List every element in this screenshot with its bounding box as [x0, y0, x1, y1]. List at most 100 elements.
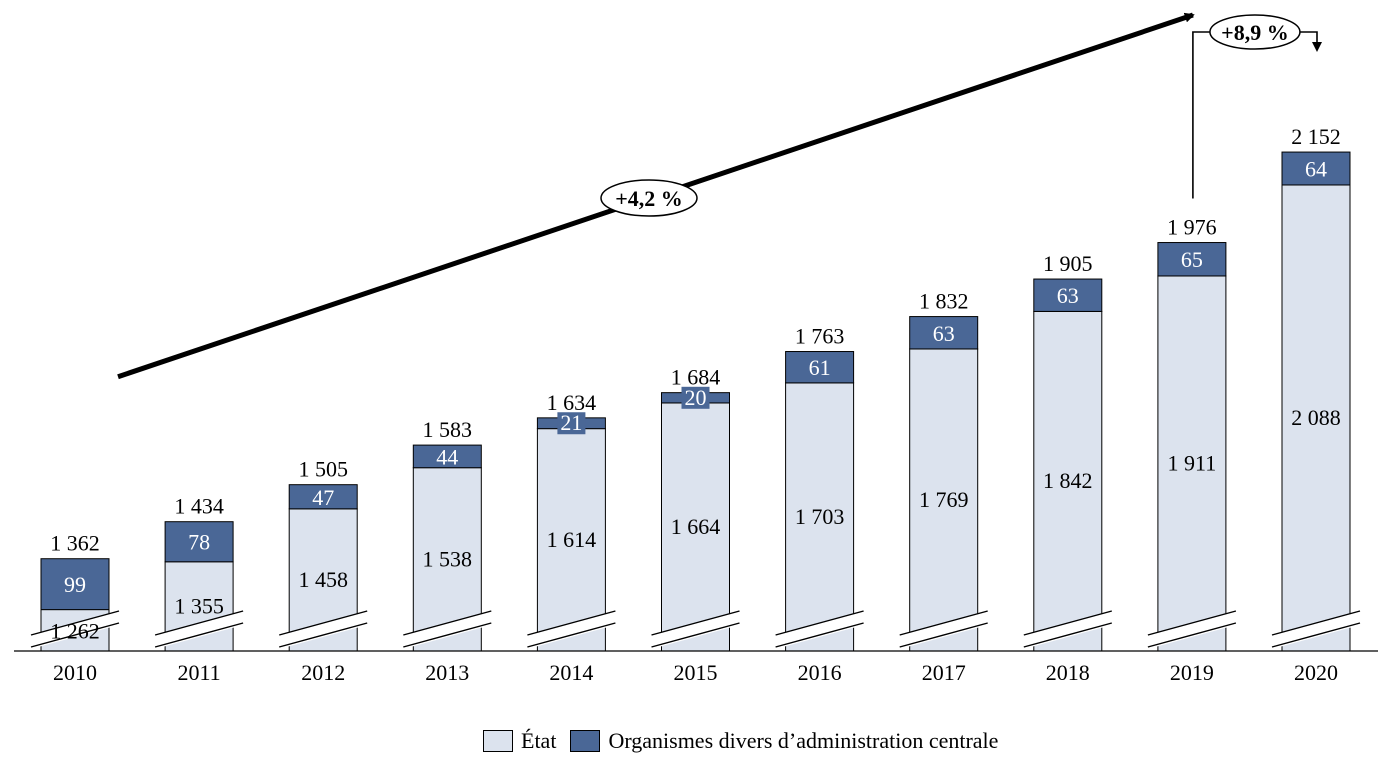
- data-label-etat: 1 262: [50, 619, 100, 644]
- data-label-etat: 1 769: [919, 487, 969, 512]
- bar-segment-etat: [1157, 275, 1227, 652]
- axis-break-mark: [403, 610, 492, 636]
- x-tick-label: 2010: [53, 660, 97, 685]
- annotation-label: +4,2 %: [615, 186, 683, 211]
- axis-break-mask: [775, 611, 864, 649]
- data-label-total: 1 832: [919, 289, 969, 314]
- data-label-total: 1 905: [1043, 251, 1093, 276]
- bars-layer: 1 262 99 1 362 1 355 78 1 434 1 458 47 1 505 1 53…: [30, 124, 1361, 652]
- data-label-odac: 78: [188, 530, 210, 555]
- axis-break-mask: [527, 611, 616, 649]
- data-label-etat: 1 911: [1168, 450, 1217, 475]
- data-label-total: 2 152: [1291, 124, 1341, 149]
- legend-label-odac: Organismes divers d’administration centr…: [608, 728, 999, 753]
- bar-segment-etat: [536, 428, 606, 652]
- axis-break-mark: [899, 622, 988, 648]
- axis-break-mark: [154, 622, 244, 648]
- data-label-total: 1 362: [50, 531, 100, 556]
- axis-break-mask: [1147, 611, 1236, 649]
- axis-break-mask: [31, 611, 119, 649]
- data-label-etat: 1 664: [671, 514, 721, 539]
- data-label-odac-box: [681, 386, 710, 409]
- x-tick-label: 2014: [549, 660, 593, 685]
- data-label-total: 1 976: [1167, 215, 1217, 240]
- axis-break-mark: [1147, 622, 1237, 648]
- legend-item-odac: Organismes divers d’administration centr…: [570, 728, 998, 754]
- legend-label-etat: État: [521, 728, 557, 753]
- axis-break-mark: [1023, 610, 1112, 636]
- axis-break-mask: [1023, 611, 1112, 649]
- x-tick-label: 2015: [674, 660, 718, 685]
- axis-break-mask: [651, 611, 740, 649]
- axis-break-mark: [279, 610, 368, 636]
- growth-annotations: +4,2 % +8,9 %: [117, 12, 1322, 380]
- bar-group: 1 538 441 583: [403, 417, 492, 652]
- data-label-etat: 1 842: [1043, 468, 1093, 493]
- x-tick-label: 2011: [178, 660, 221, 685]
- data-label-odac-box: [557, 412, 586, 435]
- data-label-etat: 1 614: [547, 527, 597, 552]
- bar-segment-odac: [288, 484, 358, 510]
- data-label-odac: 44: [436, 444, 458, 469]
- data-label-odac: 63: [933, 321, 955, 346]
- bar-group: 1 769 63 1 832: [899, 289, 988, 652]
- data-label-odac: 21: [560, 410, 582, 435]
- x-tick-label: 2017: [922, 660, 966, 685]
- data-label-odac: 47: [312, 485, 334, 510]
- axis-break-mark: [1271, 622, 1361, 648]
- bar-group: 1 355 78 1 434: [154, 494, 244, 652]
- bar-group: 1 262 99 1 362: [30, 531, 120, 652]
- data-label-total: 1 583: [423, 417, 473, 442]
- annotation-bubble: [600, 179, 698, 217]
- bar-segment-etat: [661, 402, 730, 652]
- data-label-etat: 1 703: [795, 504, 845, 529]
- axis-break-mark: [279, 622, 368, 648]
- bar-segment-odac: [1281, 151, 1351, 186]
- axis-break-mark: [30, 622, 120, 648]
- data-label-total: 1 634: [547, 390, 597, 415]
- x-tick-label: 2018: [1046, 660, 1090, 685]
- data-label-total: 1 763: [795, 324, 845, 349]
- x-tick-label: 2016: [798, 660, 842, 685]
- data-label-odac: 61: [809, 355, 831, 380]
- bar-segment-etat: [909, 348, 979, 652]
- bar-segment-odac: [785, 351, 855, 384]
- legend-swatch-odac: [570, 730, 601, 752]
- axis-break-mark: [1147, 610, 1237, 636]
- axis-break-mark: [1271, 610, 1361, 636]
- bar-segment-odac: [164, 521, 234, 563]
- axis-break-mask: [403, 611, 492, 649]
- data-label-total: 1 684: [671, 365, 721, 390]
- data-label-odac: 65: [1181, 247, 1203, 272]
- bar-group: 1 614 211 634: [527, 390, 616, 652]
- axis-break-mark: [651, 610, 740, 636]
- x-tick-label: 2019: [1170, 660, 1214, 685]
- data-label-odac: 63: [1057, 283, 1079, 308]
- data-label-etat: 1 355: [174, 593, 224, 618]
- x-tick-label: 2020: [1294, 660, 1338, 685]
- bar-segment-odac: [909, 316, 979, 350]
- bar-segment-odac: [40, 558, 110, 611]
- data-label-etat: 1 538: [423, 546, 473, 571]
- axis-break-mark: [527, 622, 616, 648]
- axis-break-mask: [1272, 611, 1360, 649]
- data-label-odac: 64: [1305, 157, 1327, 182]
- data-label-total: 1 434: [174, 494, 224, 519]
- x-tick-labels: 2010 2011 2012 2013 2014 2015 2016 2017 2018 2019…: [53, 660, 1338, 685]
- annotation-label: +8,9 %: [1221, 20, 1289, 45]
- data-label-total: 1 505: [298, 457, 348, 482]
- axis-break-mark: [30, 610, 120, 636]
- data-label-odac: 20: [685, 385, 707, 410]
- bar-segment-odac: [412, 444, 482, 469]
- data-label-odac: 99: [64, 572, 86, 597]
- axis-break-mark: [775, 622, 864, 648]
- axis-break-mark: [899, 610, 988, 636]
- axis-break-mask: [899, 611, 988, 649]
- bar-segment-odac: [1157, 242, 1227, 277]
- axis-break-mark: [775, 610, 864, 636]
- data-label-etat: 1 458: [298, 567, 348, 592]
- bar-segment-odac: [1033, 278, 1103, 312]
- bar-group: 1 458 47 1 505: [279, 457, 368, 652]
- data-label-etat: 2 088: [1291, 405, 1341, 430]
- bar-group: 1 664 201 684: [651, 365, 740, 652]
